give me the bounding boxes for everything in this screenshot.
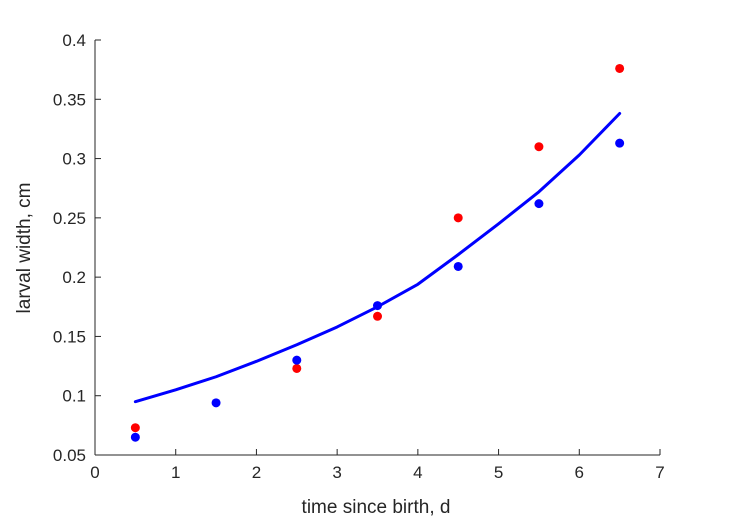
red-data-point [534,142,544,152]
axes: 0 1 2 3 4 5 6 7 0.05 0.1 0.15 0.2 0.25 0.3 0.35 0.4 [53,31,665,482]
y-tick-label: 0.2 [62,268,86,287]
x-tick-label: 7 [655,463,664,482]
y-tick-label: 0.05 [53,446,86,465]
blue-data-point [211,398,221,408]
y-tick-label: 0.15 [53,327,86,346]
red-data-point [615,63,625,73]
blue-data-point [130,432,140,442]
x-tick-label: 3 [332,463,341,482]
x-axis-label: time since birth, d [302,497,451,518]
x-tick-label: 0 [90,463,99,482]
y-tick-label: 0.3 [62,150,86,169]
y-tick-label: 0.4 [62,31,86,50]
y-tick-label: 0.35 [53,90,86,109]
blue-data-point [292,355,302,365]
plot-area [130,63,625,442]
x-tick-label: 1 [171,463,180,482]
red-data-point [292,363,302,373]
y-axis-label: larval width, cm [14,183,35,314]
blue-data-point [534,199,544,209]
blue-data-point [615,138,625,148]
fit-curve-line [133,112,622,404]
red-data-point [453,213,463,223]
x-tick-label: 5 [494,463,503,482]
red-data-point [130,423,140,433]
x-tick-label: 2 [252,463,261,482]
red-data-point [373,311,382,321]
y-tick-label: 0.25 [53,209,86,228]
x-tick-label: 6 [575,463,584,482]
x-tick-label: 4 [413,463,422,482]
y-tick-label: 0.1 [62,387,86,406]
blue-data-point [373,301,382,311]
blue-data-point [453,261,463,271]
